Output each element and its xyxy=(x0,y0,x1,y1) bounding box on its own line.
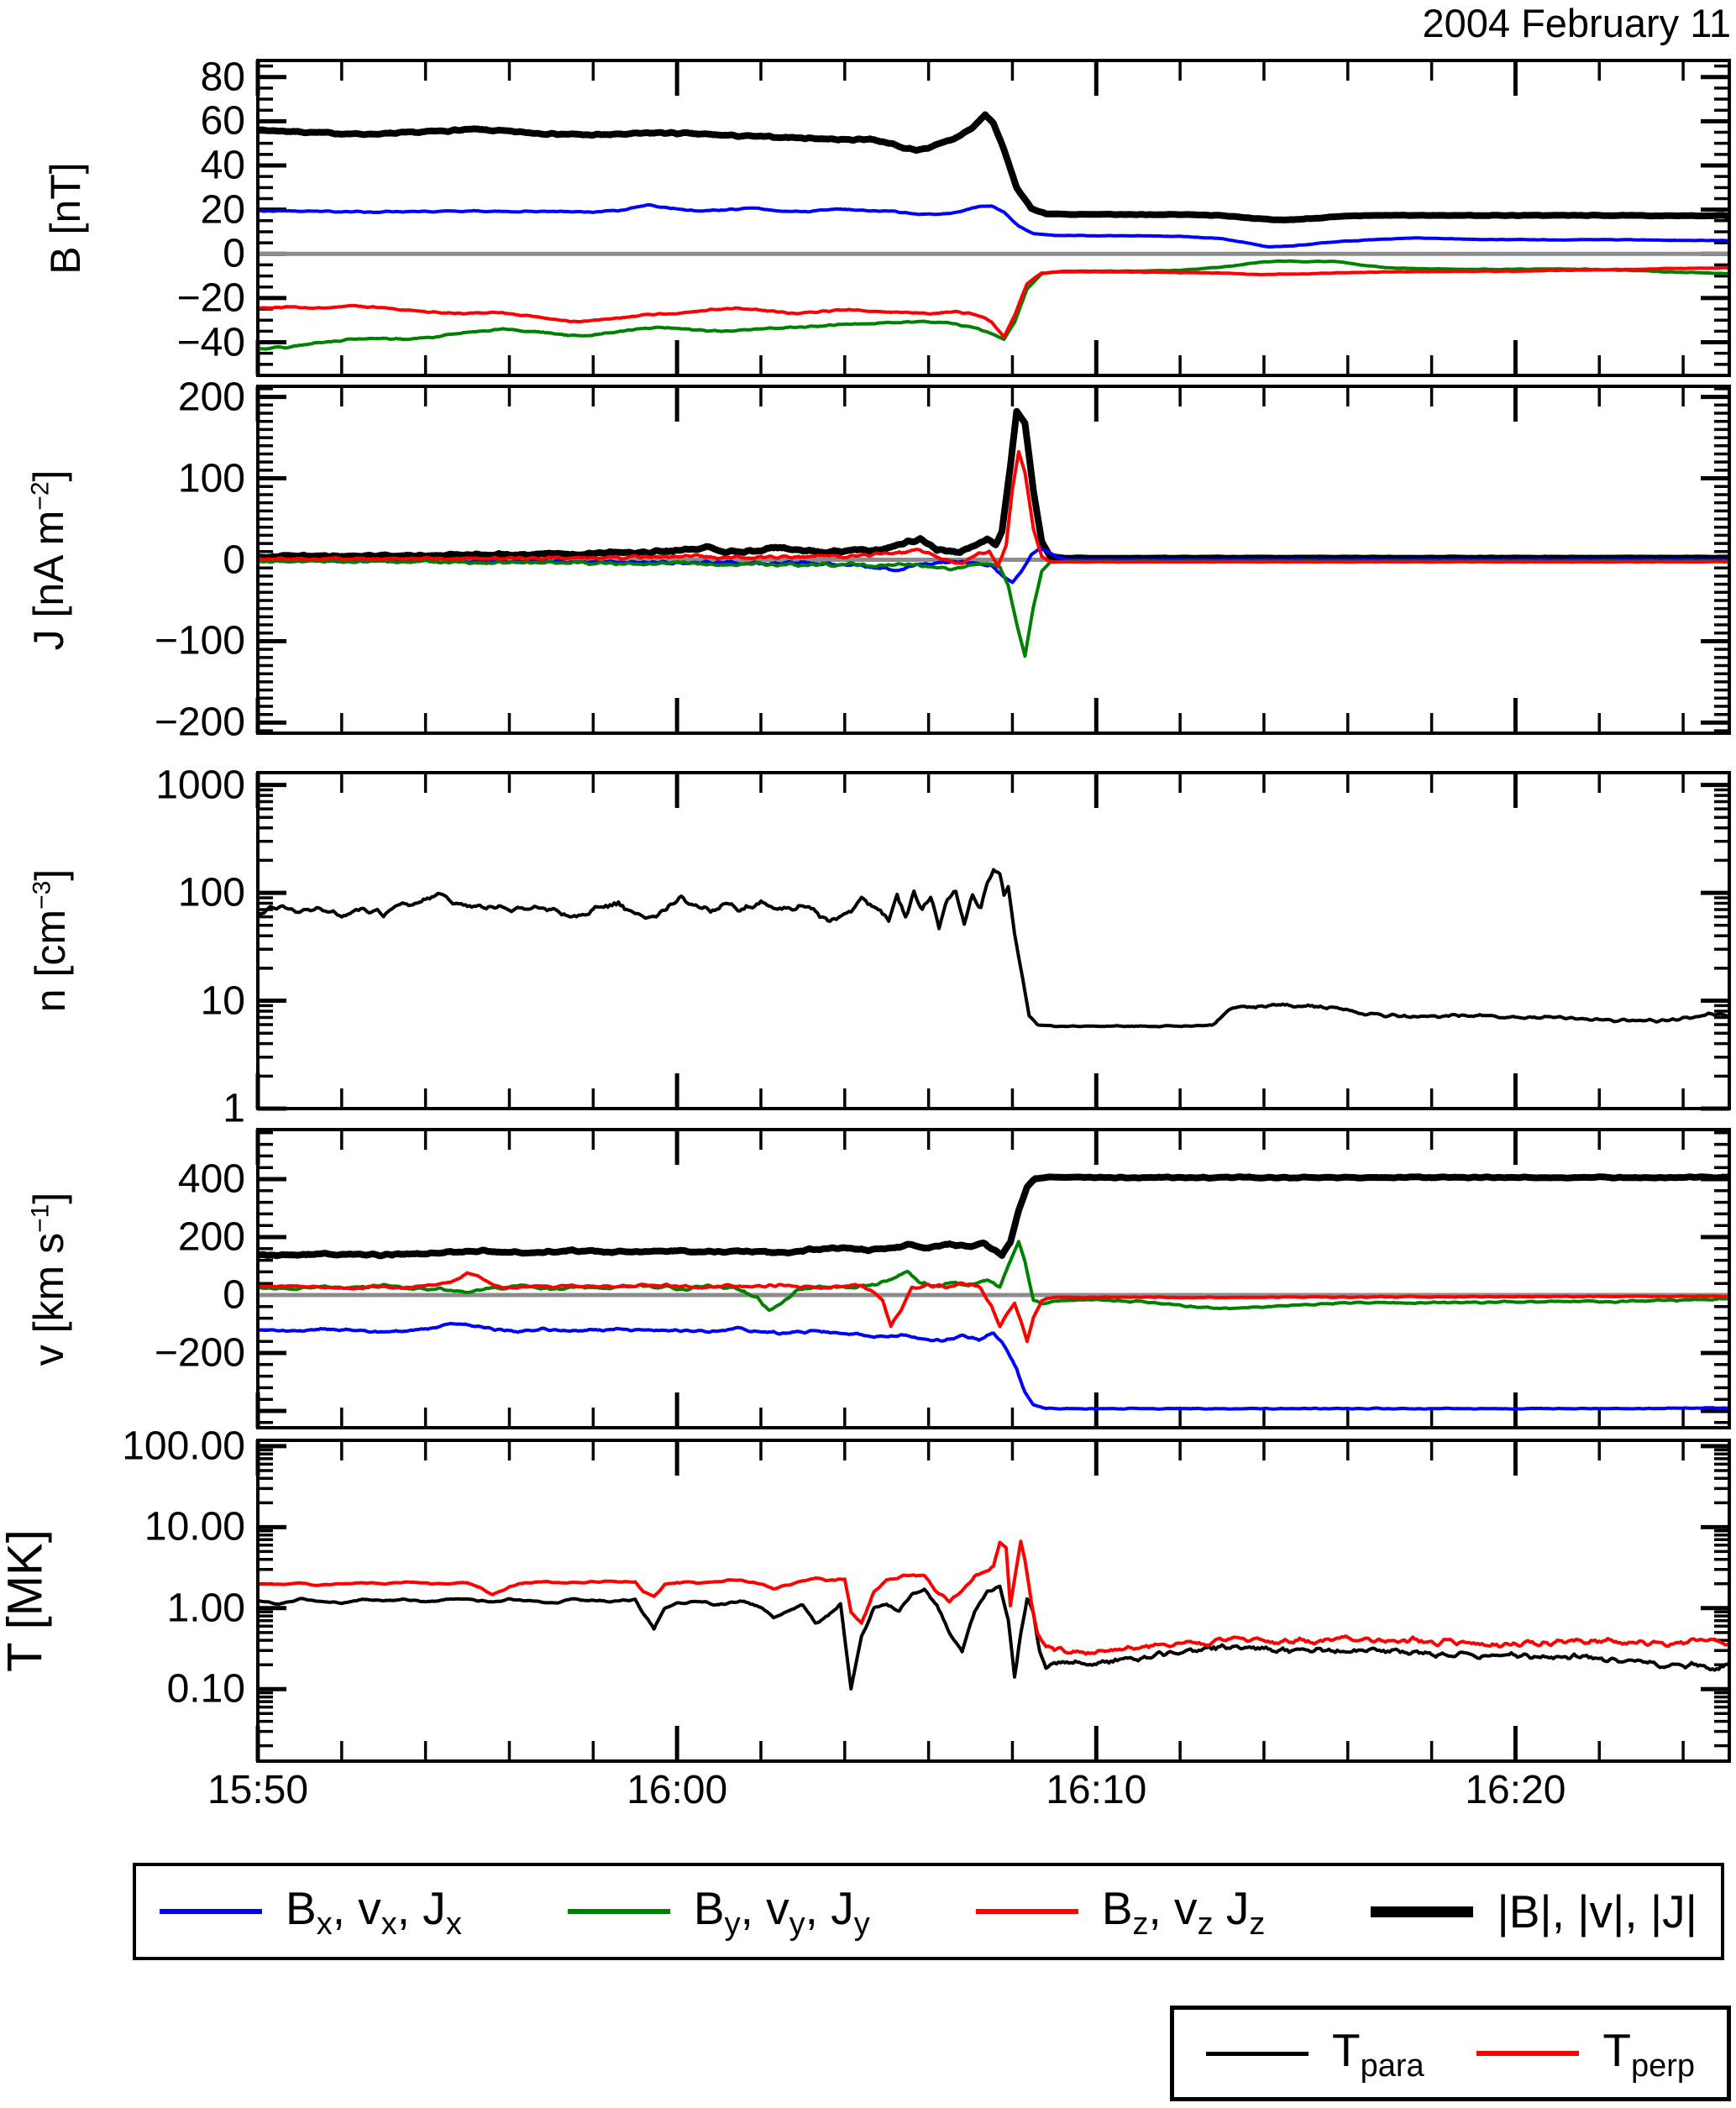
series-Bmag xyxy=(258,111,1729,223)
y-tick-label-J-0: 0 xyxy=(223,537,245,582)
axis-title-n: n [cm−3] xyxy=(27,868,74,1013)
legend-line-sample-z xyxy=(1476,2051,1580,2056)
y-tick-label-n-1: 1 xyxy=(223,1086,245,1131)
legend-line-sample-z xyxy=(975,1909,1078,1914)
y-tick-label-B-20: 20 xyxy=(200,187,245,233)
series-n xyxy=(258,868,1729,1029)
y-tick-label-v-400: 400 xyxy=(177,1156,245,1202)
legend-label: |B|, |v|, |J| xyxy=(1497,1885,1697,1938)
axis-title-J: J [nA m−2] xyxy=(25,469,72,650)
x-tick-label-15-50: 15:50 xyxy=(207,1768,309,1812)
y-tick-label-T-0.10: 0.10 xyxy=(166,1666,245,1712)
y-tick-label-J-−100: −100 xyxy=(154,618,245,663)
y-tick-label-B-−20: −20 xyxy=(176,275,245,321)
legend-temperature: Tpara Tperp xyxy=(1170,2006,1731,2101)
series-Tperp xyxy=(258,1539,1729,1656)
legend-item-y: By, vy, Jy xyxy=(567,1881,870,1943)
legend-components: Bx, vx, Jx By, vy, Jy Bz, vz Jz |B|, |v|, |… xyxy=(133,1863,1724,1960)
y-tick-label-J-−200: −200 xyxy=(154,700,245,745)
axis-title-v: v [km s−1] xyxy=(25,1192,72,1366)
legend-label: Bx, vx, Jx xyxy=(286,1881,462,1942)
y-tick-label-B-−40: −40 xyxy=(176,320,245,365)
legend-label: Tpara xyxy=(1332,2023,1424,2084)
legend-line-sample-x xyxy=(160,1909,262,1914)
y-tick-label-B-60: 60 xyxy=(200,98,245,144)
panel-B-series xyxy=(258,111,1729,351)
legend-line-sample-y xyxy=(567,1909,670,1914)
legend-item-z: Bz, vz Jz xyxy=(975,1881,1266,1943)
legend-item-mag: |B|, |v|, |J| xyxy=(1371,1885,1697,1938)
series-Jmag xyxy=(258,407,1729,562)
legend-label: By, vy, Jy xyxy=(693,1881,870,1942)
panel-v-series xyxy=(258,1173,1729,1411)
legend-label: Bz, vz Jz xyxy=(1101,1881,1266,1942)
legend-line-sample-mag xyxy=(1371,1906,1474,1917)
y-tick-label-v-200: 200 xyxy=(177,1214,245,1260)
legend-item-z: Tperp xyxy=(1476,2023,1695,2084)
legend-item-x: Bx, vx, Jx xyxy=(160,1881,462,1943)
series-Bz xyxy=(258,265,1729,339)
y-tick-label-T-10.00: 10.00 xyxy=(144,1504,245,1550)
figure-title: 2004 February 11 xyxy=(1422,1,1731,45)
y-tick-label-v-−200: −200 xyxy=(154,1330,245,1376)
series-Tpara xyxy=(258,1584,1729,1691)
y-tick-label-v-0: 0 xyxy=(223,1272,245,1318)
y-tick-label-J-200: 200 xyxy=(177,375,245,420)
y-tick-label-B-40: 40 xyxy=(200,143,245,188)
y-tick-label-J-100: 100 xyxy=(177,456,245,501)
axis-title-B: B [nT] xyxy=(42,161,89,275)
legend-item-mag: Tpara xyxy=(1206,2023,1424,2084)
y-tick-label-n-10: 10 xyxy=(200,978,245,1024)
series-Jz xyxy=(258,449,1729,569)
y-tick-label-n-1000: 1000 xyxy=(155,763,245,808)
panel-J-series xyxy=(258,407,1729,658)
legend-line-sample-mag xyxy=(1206,2051,1309,2056)
x-tick-label-16-10: 16:10 xyxy=(1046,1768,1147,1812)
series-vmag xyxy=(258,1173,1729,1260)
y-tick-label-B-0: 0 xyxy=(223,231,245,276)
x-tick-label-16-00: 16:00 xyxy=(627,1768,728,1812)
panel-n-series xyxy=(258,868,1729,1029)
x-tick-label-16-20: 16:20 xyxy=(1465,1768,1566,1812)
series-By xyxy=(258,259,1729,351)
y-tick-label-B-80: 80 xyxy=(200,55,245,100)
y-tick-label-T-100.00: 100.00 xyxy=(122,1424,245,1469)
series-Jy xyxy=(258,558,1729,658)
series-vz xyxy=(258,1271,1729,1344)
panel-T-series xyxy=(258,1539,1729,1691)
axis-title-T: T [MK] xyxy=(0,1529,53,1672)
legend-label: Tperp xyxy=(1602,2023,1695,2084)
y-tick-label-n-100: 100 xyxy=(177,870,245,915)
y-tick-label-T-1.00: 1.00 xyxy=(166,1586,245,1631)
series-Bx xyxy=(258,202,1729,249)
series-vx xyxy=(258,1321,1729,1411)
